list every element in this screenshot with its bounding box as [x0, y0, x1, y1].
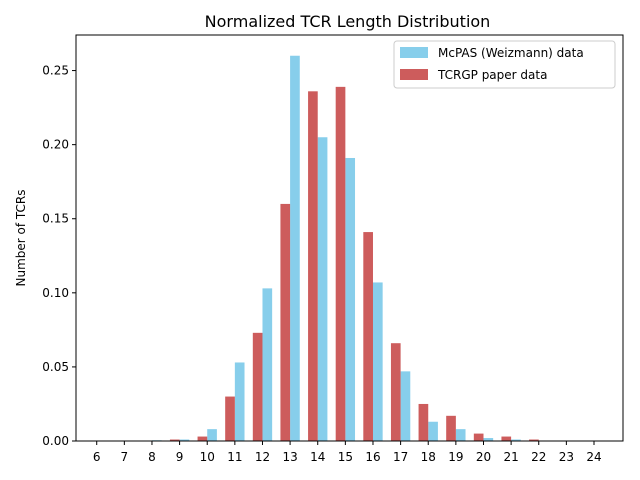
- bar-tcrgp-14: [308, 91, 318, 441]
- legend-label-tcrgp: TCRGP paper data: [437, 68, 547, 82]
- bar-mcpas-13: [290, 55, 300, 442]
- x-tick-label: 20: [476, 450, 491, 464]
- y-tick-label: 0.10: [42, 286, 69, 300]
- y-tick-label: 0.05: [42, 360, 69, 374]
- bars: [151, 55, 539, 442]
- bar-mcpas-21: [511, 439, 521, 441]
- bar-tcrgp-15: [335, 86, 346, 442]
- bar-tcrgp-10: [197, 436, 208, 441]
- y-tick-label: 0.20: [42, 138, 69, 152]
- bar-mcpas-14: [317, 137, 328, 442]
- bar-mcpas-17: [400, 371, 411, 441]
- x-tick-label: 17: [393, 450, 408, 464]
- bar-tcrgp-18: [418, 403, 429, 441]
- bar-mcpas-9: [179, 439, 190, 441]
- bar-tcrgp-11: [225, 396, 235, 441]
- legend-swatch-mcpas: [400, 47, 428, 58]
- x-tick-label: 10: [200, 450, 215, 464]
- x-tick-label: 6: [93, 450, 101, 464]
- x-tick-label: 8: [148, 450, 156, 464]
- bar-tcrgp-12: [252, 332, 263, 441]
- x-tick-label: 9: [176, 450, 184, 464]
- legend-label-mcpas: McPAS (Weizmann) data: [438, 46, 584, 60]
- bar-tcrgp-13: [280, 203, 291, 441]
- chart-title: Normalized TCR Length Distribution: [205, 12, 491, 31]
- x-axis: 6 7 8 9 10 11 12 13 14 15 16 17 18 19 20 21 22 23 24: [93, 441, 602, 464]
- bar-tcrgp-17: [390, 343, 401, 441]
- legend-swatch-tcrgp: [400, 69, 428, 80]
- bar-mcpas-20: [483, 438, 494, 441]
- x-tick-label: 11: [227, 450, 242, 464]
- bar-mcpas-12: [262, 288, 273, 441]
- bar-tcrgp-19: [446, 415, 456, 441]
- bar-mcpas-15: [345, 157, 356, 442]
- x-tick-label: 19: [448, 450, 463, 464]
- bar-tcrgp-9: [169, 439, 180, 441]
- bar-tcrgp-22: [529, 439, 539, 441]
- x-tick-label: 23: [559, 450, 574, 464]
- bar-mcpas-11: [234, 362, 245, 441]
- plot-frame: [75, 34, 624, 442]
- x-tick-label: 22: [531, 450, 546, 464]
- x-tick-label: 21: [503, 450, 518, 464]
- y-axis-label: Number of TCRs: [14, 190, 28, 287]
- x-tick-label: 14: [310, 450, 325, 464]
- y-tick-label: 0.25: [42, 64, 69, 78]
- bar-mcpas-16: [372, 282, 383, 441]
- bar-mcpas-18: [428, 421, 438, 441]
- x-tick-label: 15: [338, 450, 353, 464]
- bar-tcrgp-20: [473, 433, 484, 441]
- bar-tcrgp-21: [501, 436, 512, 441]
- y-tick-label: 0.15: [42, 212, 69, 226]
- bar-tcrgp-16: [363, 232, 373, 441]
- bar-mcpas-10: [207, 429, 217, 441]
- bar-mcpas-19: [455, 429, 466, 441]
- y-tick-label: 0.00: [42, 434, 69, 448]
- y-axis: 0.00 0.05 0.10 0.15 0.20 0.25: [42, 64, 76, 448]
- x-tick-label: 18: [421, 450, 436, 464]
- x-tick-label: 16: [365, 450, 380, 464]
- x-tick-label: 7: [121, 450, 129, 464]
- legend: McPAS (Weizmann) data TCRGP paper data: [393, 40, 616, 89]
- x-tick-label: 24: [586, 450, 601, 464]
- x-tick-label: 12: [255, 450, 270, 464]
- x-tick-label: 13: [282, 450, 297, 464]
- legend-box: [393, 40, 616, 89]
